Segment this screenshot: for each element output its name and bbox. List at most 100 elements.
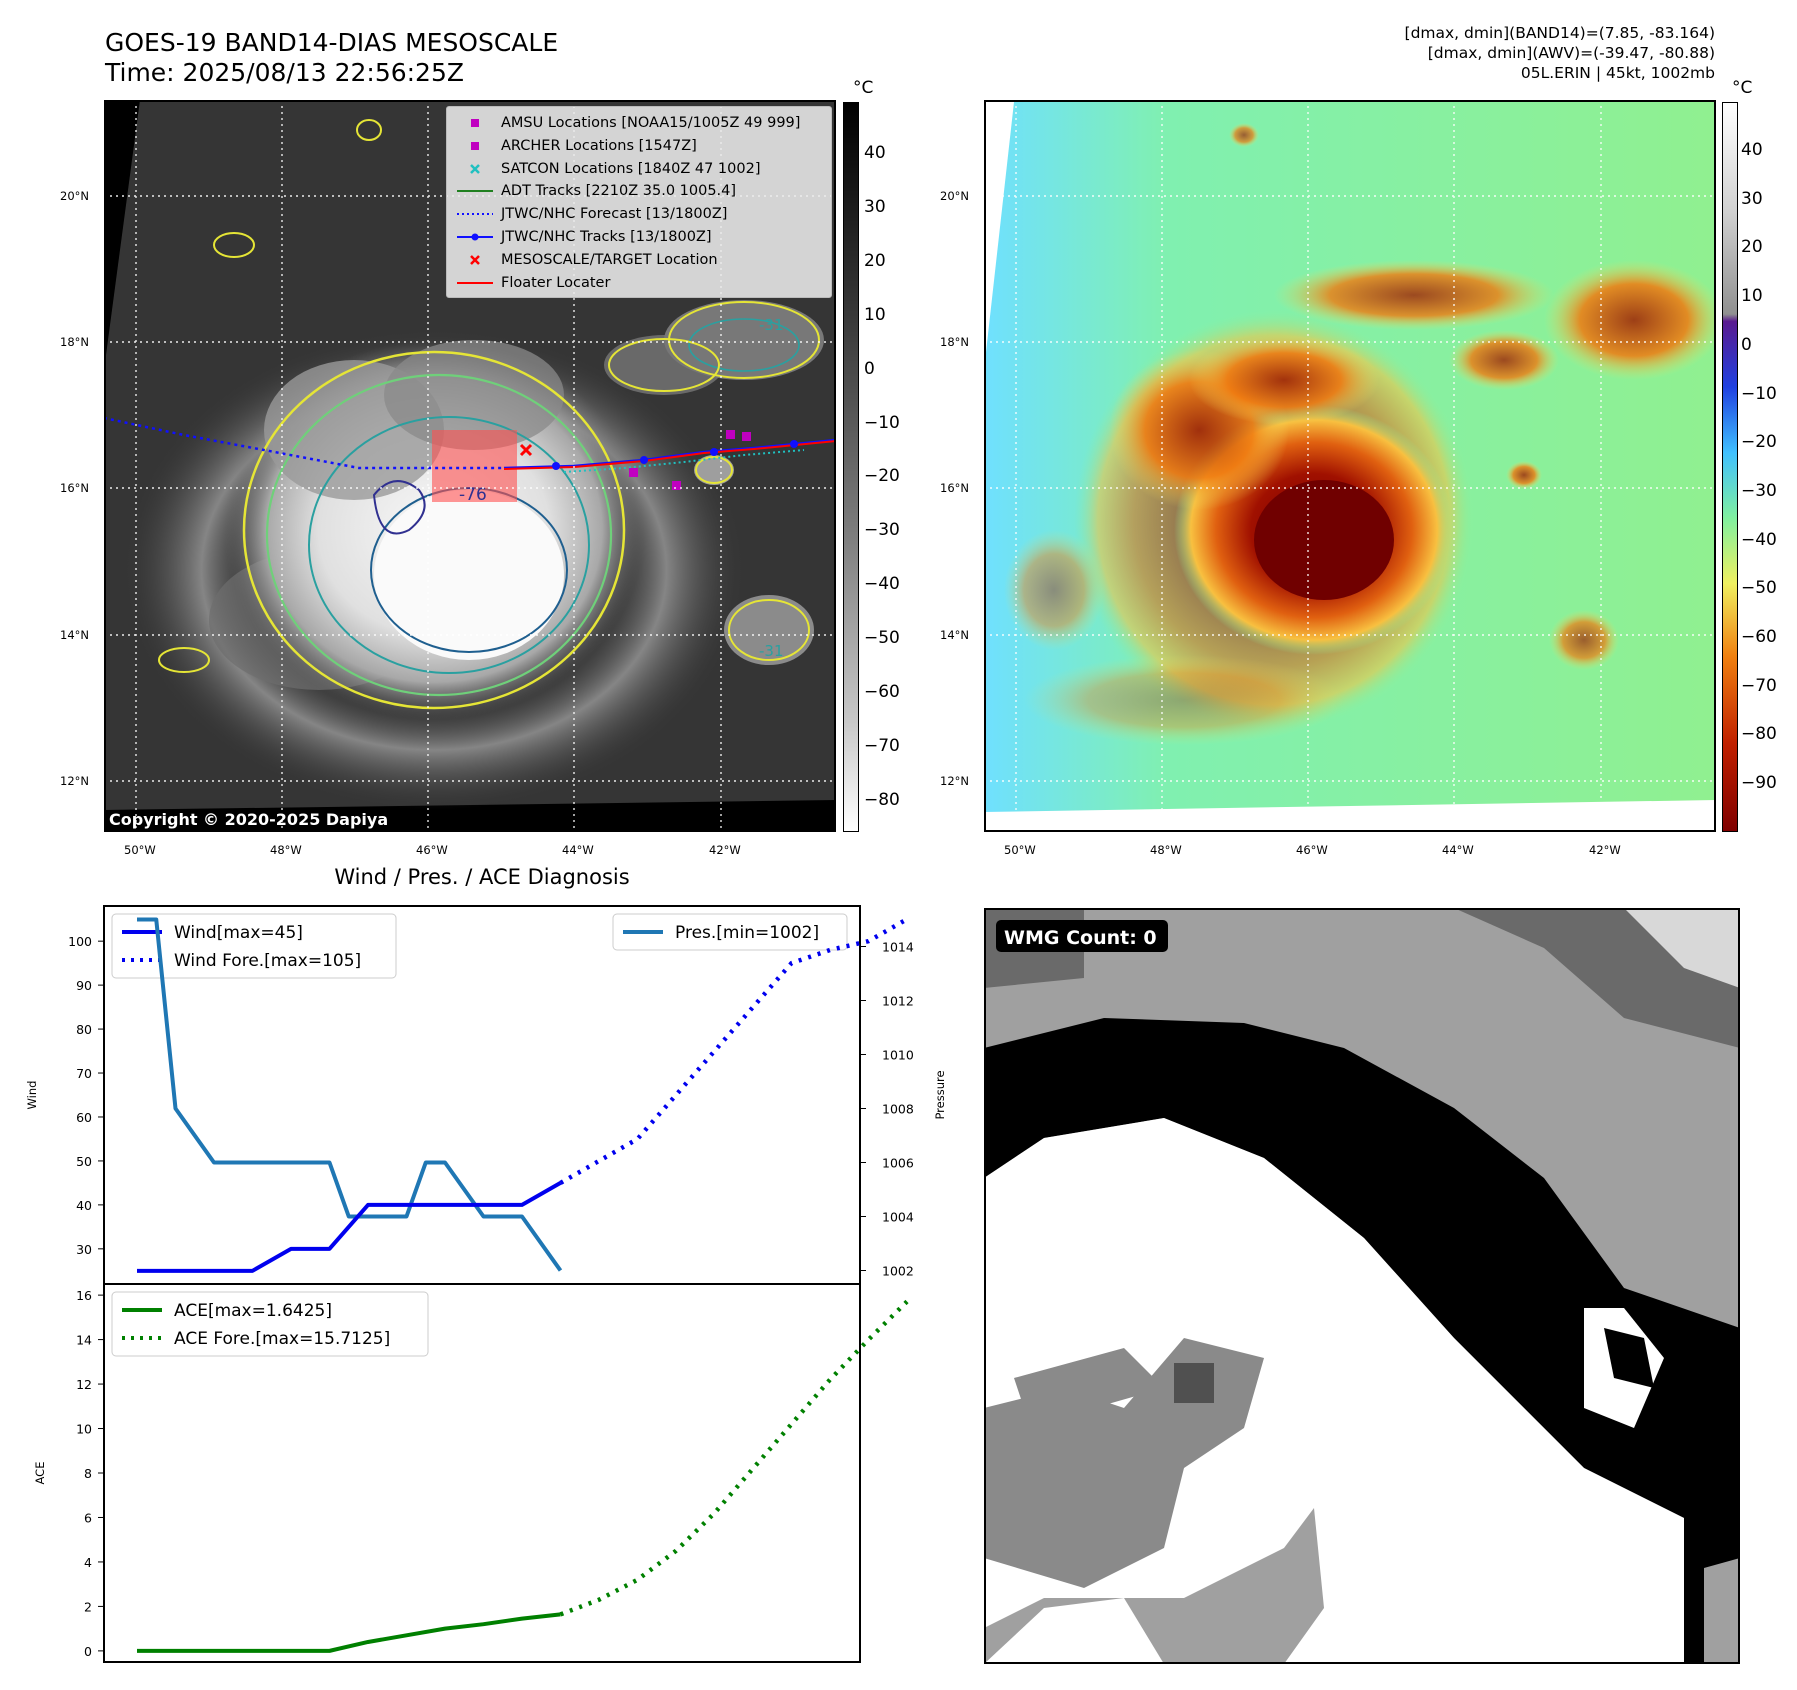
colorbar-tick: −80	[1741, 724, 1777, 745]
contour-label: -31	[759, 316, 784, 334]
legend-marker	[471, 141, 479, 150]
wind-series-line	[137, 1181, 562, 1273]
lat-label: 18°N	[940, 335, 969, 349]
colorbar-unit: °C	[1732, 78, 1753, 98]
lat-label: 14°N	[940, 628, 969, 642]
diag-chart: 1009080706050403010141012101010081006100…	[25, 905, 947, 1663]
pres-tick-label: 1004	[882, 1210, 914, 1225]
colorbar-tick: −40	[1741, 529, 1777, 550]
colorbar-tick: −10	[1741, 383, 1777, 404]
contour-label: -31	[759, 642, 784, 660]
legend-item: JTWC/NHC Forecast [13/1800Z]	[455, 204, 727, 224]
wind-tick-label: 100	[68, 934, 92, 949]
legend-marker	[470, 163, 480, 174]
pres-tick-label: 1002	[882, 1264, 914, 1279]
ace-tick-label: 16	[76, 1288, 92, 1303]
info-storm: 05L.ERIN | 45kt, 1002mb	[1520, 64, 1715, 82]
lat-label: 16°N	[60, 481, 89, 495]
colorbar-tick: −70	[1741, 675, 1777, 696]
contour-label: -76	[459, 485, 487, 505]
legend-item: ADT Tracks [2210Z 35.0 1005.4]	[455, 181, 736, 201]
legend-marker	[470, 254, 480, 265]
copyright: Copyright © 2020-2025 Dapiya	[109, 810, 388, 829]
colorbar-tick: −30	[1741, 480, 1777, 501]
colorbar-tick: 0	[864, 358, 875, 379]
ace-tick-label: 4	[84, 1555, 92, 1570]
colorbar-tick: 40	[1741, 140, 1763, 160]
legend-label: JTWC/NHC Tracks [13/1800Z]	[501, 229, 712, 245]
wmg-count-label: WMG Count: 0	[1004, 927, 1157, 949]
ace-tick-label: 12	[76, 1377, 92, 1392]
colorbar-tick: −20	[864, 466, 900, 487]
pres-series-line	[137, 917, 563, 1272]
wind-tick-label: 30	[76, 1242, 92, 1257]
legend-marker	[457, 213, 493, 216]
figure-time: Time: 2025/08/13 22:56:25Z	[105, 58, 464, 87]
legend-item: ARCHER Locations [1547Z]	[455, 136, 697, 156]
legend-ace-fore: ACE Fore.[max=15.7125]	[174, 1329, 390, 1349]
ace-tick-label: 2	[84, 1599, 92, 1614]
ace-tick-label: 0	[84, 1644, 92, 1659]
legend-label: AMSU Locations [NOAA15/1005Z 49 999]	[501, 115, 801, 131]
pres-tick-label: 1008	[882, 1102, 914, 1117]
colorbar-tick: 30	[1741, 188, 1763, 209]
wind-axis-label: Wind	[25, 1081, 39, 1110]
colorbar-tick: −40	[864, 574, 900, 595]
lon-label: 46°W	[1296, 843, 1328, 857]
colorbar-tick: 10	[864, 304, 886, 325]
info-band14: [dmax, dmin](BAND14)=(7.85, -83.164)	[1404, 24, 1715, 42]
lat-label: 20°N	[60, 189, 89, 203]
figure-title: GOES-19 BAND14-DIAS MESOSCALE	[105, 28, 559, 57]
ace-series-line	[137, 1612, 561, 1653]
legend-wind: Wind[max=45]	[174, 923, 303, 943]
lat-label: 14°N	[60, 628, 89, 642]
wind-legend	[111, 913, 397, 979]
ace-tick-label: 14	[76, 1333, 92, 1348]
ace-tick-label: 8	[84, 1466, 92, 1481]
legend-marker	[471, 119, 479, 127]
legend-label: SATCON Locations [1840Z 47 1002]	[501, 160, 761, 177]
legend-ace: ACE[max=1.6425]	[174, 1301, 332, 1321]
lat-label: 12°N	[940, 774, 969, 788]
lon-label: 42°W	[1589, 843, 1621, 857]
legend-item: Floater Locater	[455, 273, 610, 293]
colorbar-unit: °C	[853, 78, 874, 98]
lat-label: 20°N	[940, 189, 969, 203]
legend-item: JTWC/NHC Tracks [13/1800Z]	[455, 227, 712, 247]
legend-label: Floater Locater	[501, 274, 611, 291]
colorbar-tick: −50	[1741, 578, 1777, 599]
legend-marker	[457, 190, 493, 193]
pres-tick-label: 1014	[882, 940, 914, 955]
colorbar-tick: −20	[1741, 432, 1777, 453]
lon-label: 50°W	[1004, 843, 1036, 857]
legend-item: MESOSCALE/TARGET Location	[455, 250, 718, 270]
lat-label: 12°N	[60, 774, 89, 788]
legend-wind-fore: Wind Fore.[max=105]	[174, 951, 361, 971]
legend-pres: Pres.[min=1002]	[675, 923, 819, 943]
ace-legend	[111, 1291, 429, 1357]
colorbar-tick: −80	[864, 789, 900, 810]
wind-forecast-line	[559, 917, 909, 1185]
legend-marker	[457, 281, 493, 284]
pres-tick-label: 1012	[882, 994, 914, 1009]
lon-label: 50°W	[124, 843, 156, 857]
colorbar-tick: −90	[1741, 773, 1777, 794]
legend-label: ADT Tracks [2210Z 35.0 1005.4]	[501, 183, 737, 200]
legend-label: JTWC/NHC Forecast [13/1800Z]	[501, 206, 728, 223]
lon-label: 48°W	[1150, 843, 1182, 857]
wind-tick-label: 60	[76, 1110, 92, 1125]
wind-tick-label: 80	[76, 1022, 92, 1037]
pres-tick-label: 1010	[882, 1048, 914, 1063]
lon-label: 46°W	[416, 843, 448, 857]
colorbar-tick: 30	[864, 196, 886, 217]
colorbar-tick: −60	[864, 682, 900, 702]
legend-item: SATCON Locations [1840Z 47 1002]	[455, 159, 760, 179]
legend-item: AMSU Locations [NOAA15/1005Z 49 999]	[455, 113, 800, 133]
awv-map	[984, 100, 1716, 832]
wind-tick-label: 70	[76, 1066, 92, 1081]
diag-title: Wind / Pres. / ACE Diagnosis	[334, 865, 630, 889]
lat-label: 18°N	[60, 335, 89, 349]
wmg-map: WMG Count: 0	[984, 908, 1740, 1664]
colorbar-tick: 0	[1741, 334, 1752, 355]
pres-axis-label: Pressure	[933, 1070, 947, 1119]
